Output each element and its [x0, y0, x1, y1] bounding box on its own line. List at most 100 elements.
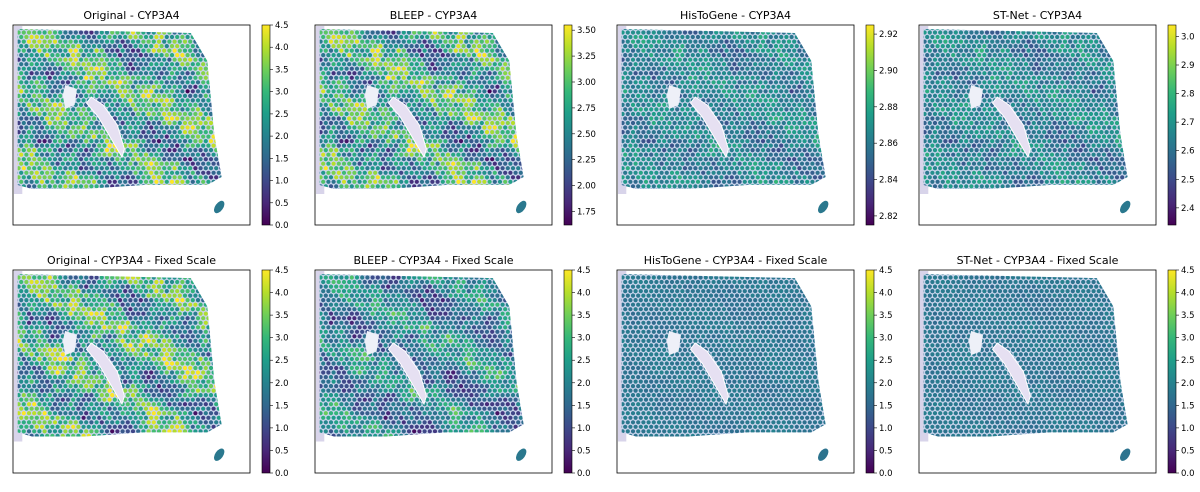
- spot: [664, 34, 669, 40]
- spot: [792, 130, 797, 135]
- spot: [737, 107, 742, 112]
- spot: [672, 75, 677, 80]
- spot: [500, 157, 505, 162]
- spot: [649, 161, 654, 166]
- spot: [360, 84, 365, 89]
- spot: [167, 157, 172, 162]
- spot: [146, 166, 151, 171]
- spot: [45, 62, 50, 67]
- spot: [321, 170, 326, 175]
- spot: [646, 120, 651, 126]
- spot: [24, 143, 29, 148]
- spot: [768, 125, 773, 130]
- spot: [755, 66, 760, 71]
- spot: [495, 48, 500, 53]
- spot: [133, 152, 138, 157]
- spot: [427, 66, 432, 71]
- spot: [771, 102, 776, 107]
- spot: [401, 184, 406, 189]
- spot: [110, 66, 115, 71]
- spot: [328, 66, 334, 71]
- spot: [784, 53, 789, 58]
- spot: [386, 48, 391, 53]
- spot: [211, 152, 216, 157]
- spot: [440, 170, 445, 175]
- spot: [667, 148, 672, 153]
- spot: [438, 75, 443, 80]
- spot: [123, 107, 128, 112]
- spot: [443, 139, 448, 144]
- spot: [662, 57, 667, 62]
- spot: [354, 148, 360, 153]
- spot: [414, 170, 419, 175]
- spot: [479, 166, 484, 171]
- colorbar-tick-label: 2.88: [879, 103, 898, 113]
- spot: [172, 120, 177, 126]
- spot: [923, 30, 927, 35]
- spot: [380, 130, 386, 135]
- spot: [802, 66, 807, 71]
- spot: [758, 134, 763, 139]
- spot: [169, 53, 175, 58]
- spot: [675, 53, 680, 58]
- spot: [966, 44, 971, 49]
- spot: [438, 66, 443, 71]
- spot: [513, 152, 518, 157]
- spot: [42, 120, 47, 126]
- spot: [1078, 57, 1083, 62]
- spot: [680, 179, 685, 184]
- spot: [490, 139, 495, 144]
- spot: [693, 57, 698, 62]
- spot: [32, 166, 37, 171]
- spot: [669, 80, 675, 85]
- spot: [633, 143, 638, 148]
- spot: [763, 134, 768, 139]
- spot: [104, 139, 110, 144]
- spot: [719, 84, 724, 89]
- spot: [724, 48, 729, 53]
- spot: [430, 134, 435, 139]
- spot: [466, 134, 471, 139]
- spot: [492, 116, 497, 121]
- spot: [86, 89, 91, 94]
- spot: [958, 39, 964, 44]
- spot: [466, 62, 471, 67]
- spot: [469, 130, 474, 135]
- spot: [734, 48, 740, 53]
- spot: [76, 62, 81, 67]
- spot: [419, 98, 425, 103]
- spot: [52, 130, 58, 135]
- spot: [995, 48, 1000, 53]
- spot: [188, 157, 193, 162]
- spot: [479, 75, 484, 80]
- spot: [180, 89, 185, 94]
- spot: [34, 44, 39, 49]
- spot: [755, 39, 760, 44]
- spot: [680, 170, 685, 175]
- spot: [154, 179, 159, 184]
- spot: [50, 80, 55, 85]
- spot: [701, 152, 706, 157]
- spot: [484, 75, 490, 80]
- spot: [151, 148, 156, 153]
- spot: [141, 166, 146, 171]
- spot: [1031, 66, 1036, 71]
- spot: [373, 107, 378, 112]
- spot: [73, 30, 78, 35]
- spot: [685, 98, 690, 103]
- spot: [745, 66, 750, 71]
- spot: [339, 66, 344, 71]
- spot: [925, 71, 930, 76]
- spot: [427, 111, 432, 117]
- spot: [479, 93, 484, 98]
- spot: [458, 157, 464, 162]
- spot: [662, 184, 667, 189]
- spot: [685, 89, 690, 94]
- spot: [646, 57, 651, 62]
- spot: [182, 93, 188, 98]
- spot: [432, 111, 438, 117]
- spot: [792, 148, 797, 153]
- spot: [799, 107, 805, 112]
- spot: [628, 71, 633, 76]
- spot: [42, 30, 47, 35]
